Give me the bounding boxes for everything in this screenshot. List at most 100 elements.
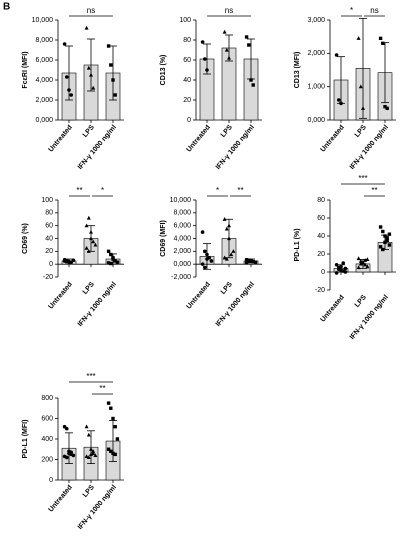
data-point: [365, 257, 370, 261]
y-tick-label: -20: [315, 287, 325, 294]
significance-label: *: [216, 186, 219, 195]
data-point: [387, 243, 392, 247]
data-point: [84, 223, 89, 228]
data-point: [385, 238, 389, 243]
data-point: [247, 43, 251, 47]
x-tick-label: LPS: [82, 124, 96, 139]
data-point: [69, 450, 73, 455]
x-tick-label: IFN-γ 1000 ng/ml: [77, 124, 118, 171]
data-point: [227, 55, 231, 60]
significance-label: *: [101, 186, 104, 195]
y-tick-label: 40: [183, 77, 191, 84]
significance-label: ns: [87, 6, 95, 15]
data-point: [358, 261, 363, 266]
y-tick-label: 3,000: [307, 17, 325, 24]
data-point: [113, 93, 117, 97]
data-point: [115, 437, 120, 441]
data-point: [86, 432, 91, 437]
y-tick-label: 80: [317, 197, 325, 204]
significance-label: ***: [358, 174, 367, 183]
y-tick-label: 6,000: [173, 223, 191, 230]
x-tick-label: Untreated: [320, 124, 346, 154]
data-point: [84, 245, 89, 250]
y-tick-label: 400: [41, 436, 53, 443]
data-point: [378, 245, 383, 249]
data-point: [203, 249, 207, 254]
data-point: [358, 259, 363, 263]
data-point: [91, 239, 96, 244]
data-point: [65, 426, 69, 431]
y-tick-label: 100: [41, 197, 53, 204]
data-point: [67, 88, 71, 92]
y-tick-label: 2,000: [173, 248, 191, 255]
x-tick-label: Untreated: [320, 294, 346, 324]
data-point: [205, 257, 209, 261]
data-point: [65, 455, 69, 460]
data-point: [65, 75, 69, 79]
significance-label: **: [76, 186, 82, 195]
x-tick-label: LPS: [82, 281, 96, 296]
data-point: [91, 449, 96, 453]
y-tick-label: 10,000: [170, 197, 192, 204]
y-tick-label: 0: [49, 477, 53, 484]
data-point: [385, 106, 389, 111]
data-point: [69, 93, 73, 97]
data-point: [203, 57, 207, 61]
data-point: [244, 261, 249, 265]
y-tick-label: 2,000: [307, 50, 325, 57]
x-tick-label: Untreated: [48, 484, 74, 514]
data-point: [343, 270, 348, 274]
data-point: [93, 453, 98, 457]
x-tick-label: Untreated: [48, 124, 74, 154]
y-axis-title: CD69 (%): [22, 223, 29, 254]
y-tick-label: 10,000: [32, 17, 54, 24]
y-tick-label: 20: [183, 97, 191, 104]
significance-label: *: [350, 6, 353, 15]
data-point: [231, 249, 236, 253]
data-point: [378, 225, 383, 229]
data-point: [356, 36, 361, 40]
data-point: [356, 256, 361, 261]
data-point: [222, 255, 227, 260]
y-tick-label: 60: [183, 57, 191, 64]
data-point: [111, 78, 115, 82]
data-point: [200, 40, 205, 44]
y-tick-label: 800: [41, 395, 53, 402]
y-axis-title: PD-L1 (%): [294, 228, 301, 261]
data-point: [106, 447, 111, 451]
x-tick-label: LPS: [354, 294, 368, 309]
data-point: [356, 265, 361, 270]
data-point: [381, 41, 385, 46]
x-tick-label: Untreated: [48, 281, 74, 311]
data-point: [84, 454, 89, 459]
data-point: [115, 260, 120, 264]
data-point: [381, 247, 385, 252]
data-point: [385, 236, 389, 240]
y-tick-label: 4,000: [173, 235, 191, 242]
data-point: [339, 264, 343, 269]
data-point: [247, 259, 251, 263]
y-tick-label: 4,000: [35, 77, 53, 84]
y-axis-title: CD13 (MFI): [294, 52, 301, 89]
data-point: [62, 42, 67, 46]
significance-label: **: [237, 186, 243, 195]
data-point: [71, 453, 76, 458]
data-point: [334, 271, 339, 275]
data-point: [251, 259, 255, 264]
y-axis-title: PD-L1 (MFI): [22, 420, 29, 459]
data-point: [224, 256, 229, 261]
data-point: [86, 65, 91, 70]
y-tick-label: 200: [41, 456, 53, 463]
y-tick-label: 0,000: [35, 117, 53, 124]
significance-label: ns: [370, 6, 378, 15]
data-point: [200, 230, 205, 234]
significance-label: ns: [225, 6, 233, 15]
x-tick-label: IFN-γ 1000 ng/ml: [349, 294, 390, 341]
data-point: [361, 259, 365, 264]
data-point: [67, 260, 71, 265]
data-point: [113, 259, 117, 263]
y-tick-label: 100: [179, 17, 191, 24]
data-point: [334, 53, 339, 57]
data-point: [93, 242, 98, 247]
